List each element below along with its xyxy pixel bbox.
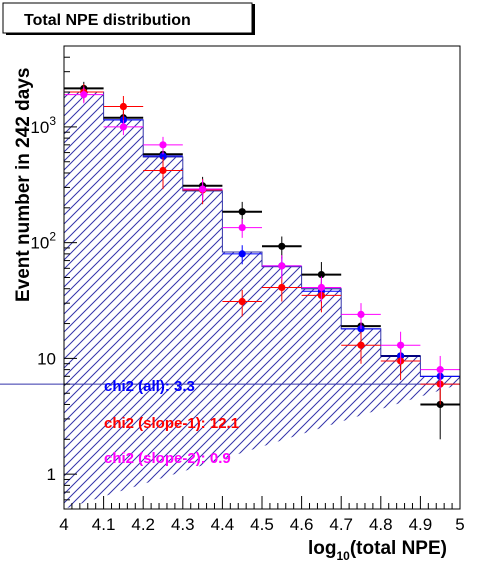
- point-magenta-3: [182, 179, 223, 201]
- marker-black-5: [278, 242, 286, 250]
- marker-red-7: [357, 341, 365, 349]
- histogram-layer: [0, 91, 461, 509]
- point-magenta-0: [64, 87, 104, 104]
- x-axis-title-base: log: [308, 538, 337, 559]
- y-tick-label-0: 1: [47, 465, 56, 484]
- point-red-2: [143, 156, 183, 190]
- x-tick-label-0: 4: [59, 515, 68, 534]
- y-tick-label-3: 103: [30, 114, 56, 137]
- y-axis-title: Event number in 242 days: [13, 68, 34, 302]
- marker-red-1: [119, 102, 127, 111]
- point-magenta-9: [420, 355, 460, 389]
- point-red-1: [103, 95, 144, 120]
- point-black-5: [262, 236, 302, 259]
- marker-magenta-0: [80, 91, 88, 99]
- marker-black-4: [238, 208, 246, 216]
- x-tick-label-3: 4.3: [171, 515, 195, 534]
- marker-blue-4: [238, 250, 246, 258]
- histogram-fill: [63, 91, 461, 509]
- point-red-5: [262, 276, 302, 302]
- y-tick-label-2: 102: [30, 230, 56, 253]
- marker-magenta-3: [199, 185, 207, 193]
- marker-magenta-4: [238, 223, 246, 232]
- point-black-4: [222, 201, 262, 224]
- stat-label-2: chi2 (slope-2): 0.9: [104, 450, 231, 467]
- x-axis-title-rest: (total NPE): [350, 538, 447, 559]
- stat-labels-layer: chi2 (all): 3.3 chi2 (slope-1): 12.1 chi2 …: [104, 378, 239, 467]
- y-tick-label-base-0: 1: [47, 465, 56, 484]
- marker-red-5: [278, 283, 286, 292]
- x-axis-title: log10(total NPE): [308, 538, 447, 563]
- point-magenta-7: [341, 303, 381, 329]
- x-axis-title-sub: 10: [337, 549, 351, 563]
- marker-magenta-2: [159, 141, 167, 149]
- point-blue-4: [222, 245, 262, 265]
- marker-black-6: [317, 270, 325, 279]
- marker-red-2: [159, 166, 167, 175]
- x-tick-label-1: 4.1: [92, 515, 116, 534]
- x-tick-label-4: 4.4: [211, 515, 235, 534]
- y-tick-label-base-2: 10: [30, 234, 49, 253]
- marker-magenta-6: [317, 283, 325, 292]
- marker-magenta-7: [357, 310, 365, 318]
- point-magenta-5: [262, 255, 302, 280]
- point-magenta-8: [380, 331, 421, 364]
- y-tick-label-exp-3: 3: [49, 114, 56, 128]
- point-red-4: [222, 289, 262, 317]
- stat-label-0: chi2 (all): 3.3: [104, 378, 195, 395]
- x-tick-label-5: 4.5: [250, 515, 274, 534]
- point-magenta-6: [301, 276, 342, 302]
- data-points-layer: [64, 81, 460, 440]
- marker-magenta-1: [119, 123, 127, 131]
- marker-red-4: [238, 297, 246, 306]
- point-magenta-4: [222, 219, 262, 238]
- y-tick-label-exp-2: 2: [49, 230, 56, 244]
- title-box: Total NPE distribution: [2, 2, 255, 35]
- x-tick-label-9: 4.9: [409, 515, 433, 534]
- point-magenta-2: [143, 136, 183, 155]
- point-red-7: [341, 331, 381, 364]
- chart-title: Total NPE distribution: [24, 12, 191, 29]
- marker-blue-2: [159, 152, 167, 160]
- x-tick-label-2: 4.2: [131, 515, 155, 534]
- marker-magenta-8: [397, 341, 405, 349]
- x-tick-label-10: 5: [455, 515, 464, 534]
- x-tick-label-6: 4.6: [290, 515, 314, 534]
- marker-magenta-9: [436, 366, 444, 374]
- x-tick-label-7: 4.7: [329, 515, 353, 534]
- x-tick-label-8: 4.8: [369, 515, 393, 534]
- stat-label-1: chi2 (slope-1): 12.1: [104, 415, 239, 432]
- title-box-frame: [2, 2, 253, 34]
- y-tick-label-base-1: 10: [37, 349, 56, 368]
- point-magenta-1: [103, 119, 144, 136]
- y-tick-label-1: 10: [37, 349, 56, 368]
- marker-magenta-5: [278, 262, 286, 270]
- y-tick-label-base-3: 10: [30, 118, 49, 137]
